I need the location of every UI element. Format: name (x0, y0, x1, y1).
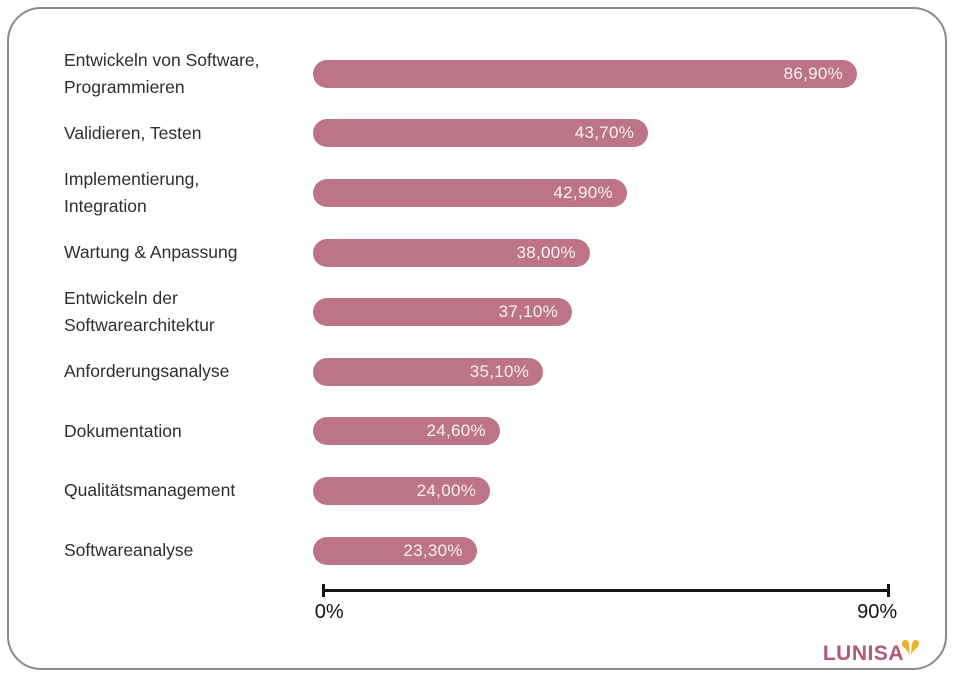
bar: 35,10% (313, 357, 544, 386)
bar-value-label: 38,00% (516, 242, 576, 262)
category-label: Qualitätsmanagement (64, 480, 236, 501)
bar-track: 24,00% (313, 476, 890, 505)
x-axis: 0% 90% (315, 584, 897, 624)
card-border (7, 7, 947, 670)
bar-track: 24,60% (313, 417, 890, 446)
bar-track: 43,70% (313, 119, 890, 148)
chart-row: Wartung & Anpassung 38,00% (0, 223, 954, 283)
x-axis-label-max: 90% (857, 601, 898, 623)
bar-value-label: 37,10% (498, 302, 559, 322)
x-axis-tick-max (887, 584, 890, 597)
bar: 42,90% (313, 178, 627, 207)
bar-track: 42,90% (313, 178, 890, 207)
category-label: Wartung & Anpassung (64, 242, 238, 263)
category-label: Entwickeln von Software, Programmieren (64, 49, 260, 97)
bar-value-label: 24,60% (426, 421, 486, 441)
category-label: Entwickeln der Softwarearchitektur (64, 288, 215, 336)
bar: 24,00% (313, 476, 491, 505)
chart-row: Entwickeln der Softwarearchitektur 37,10… (0, 282, 954, 342)
x-axis-label-min: 0% (314, 601, 344, 623)
bar-value-label: 23,30% (403, 540, 463, 560)
bar: 43,70% (313, 119, 649, 148)
category-label: Anforderungsanalyse (64, 361, 230, 382)
bar-track: 86,90% (313, 59, 890, 88)
category-label: Softwareanalyse (64, 540, 194, 561)
logo: LUNISA (823, 636, 922, 666)
x-axis-tick-min (322, 584, 325, 597)
bar-chart: Entwickeln von Software, Programmieren 8… (0, 44, 954, 580)
chart-row: Softwareanalyse 23,30% (0, 521, 954, 581)
bar-track: 38,00% (313, 238, 890, 267)
chart-row: Qualitätsmanagement 24,00% (0, 461, 954, 521)
bar: 23,30% (313, 536, 477, 565)
bar-value-label: 42,90% (553, 182, 613, 202)
heart-icon (899, 636, 922, 658)
logo-text: LUNISA (822, 642, 904, 665)
bar-value-label: 35,10% (469, 361, 530, 381)
bar-value-label: 43,70% (574, 123, 635, 143)
category-label: Implementierung, Integration (64, 168, 200, 216)
category-label: Validieren, Testen (64, 122, 202, 143)
category-label: Dokumentation (64, 420, 182, 441)
bar: 86,90% (313, 59, 858, 88)
bar-track: 23,30% (313, 536, 890, 565)
bar-value-label: 86,90% (783, 63, 844, 83)
bar: 38,00% (313, 238, 590, 267)
bar-track: 37,10% (313, 298, 890, 327)
chart-row: Dokumentation 24,60% (0, 402, 954, 462)
x-axis-line (322, 589, 890, 592)
bar-value-label: 24,00% (416, 480, 477, 500)
chart-row: Implementierung, Integration 42,90% (0, 163, 954, 223)
bar: 24,60% (313, 417, 500, 446)
chart-row: Anforderungsanalyse 35,10% (0, 342, 954, 402)
chart-row: Entwickeln von Software, Programmieren 8… (0, 44, 954, 104)
chart-row: Validieren, Testen 43,70% (0, 104, 954, 164)
bar: 37,10% (313, 298, 573, 327)
bar-track: 35,10% (313, 357, 890, 386)
